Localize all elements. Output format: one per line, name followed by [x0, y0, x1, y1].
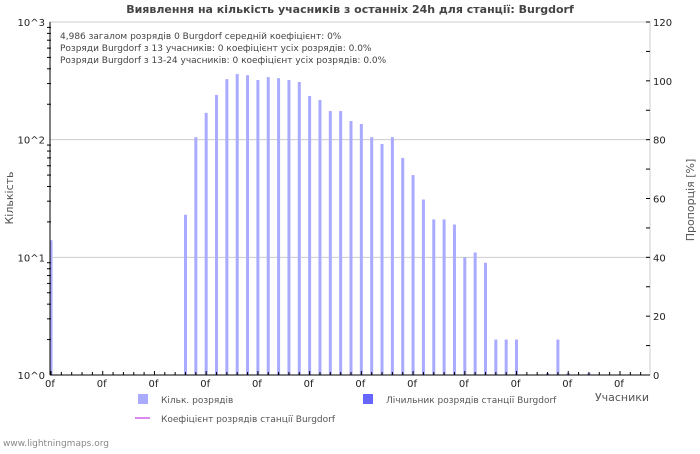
legend-label-ratio: Коефіцієнт розрядів станції Burgdorf	[161, 415, 336, 425]
x-tick-label: 0f	[252, 379, 262, 390]
info-line-2: Розряди Burgdorf з 13 учасників: 0 коефі…	[60, 44, 372, 54]
bar	[287, 80, 291, 376]
bar	[349, 121, 353, 375]
legend-swatch-station	[363, 394, 373, 404]
bar	[225, 79, 229, 375]
legend-swatch-count	[138, 394, 148, 404]
x-tick-label: 0f	[355, 379, 365, 390]
y2-tick-label: 120	[653, 18, 672, 29]
bar	[256, 80, 260, 376]
bar	[421, 199, 425, 375]
x-tick-label: 0f	[200, 379, 210, 390]
x-tick-label: 0f	[407, 379, 417, 390]
x-tick-label: 0f	[304, 379, 314, 390]
y2-tick-label: 0	[653, 371, 659, 382]
bar	[504, 339, 508, 375]
bar	[49, 240, 53, 375]
bar	[483, 262, 487, 375]
bar	[442, 219, 446, 375]
info-line-1: 4,986 загалом розрядів 0 Burgdorf середн…	[60, 32, 342, 42]
y-tick-label: 10^0	[18, 371, 45, 382]
bar	[463, 257, 467, 375]
y2-axis-label: Пропорція [%]	[684, 159, 697, 242]
y-tick-label: 10^3	[18, 18, 45, 29]
y-tick-label: 10^1	[18, 253, 45, 264]
x-tick-label: 0f	[562, 379, 572, 390]
bar	[515, 339, 519, 375]
bar	[318, 100, 322, 375]
legend-label-station: Лічильник розрядів станції Burgdorf	[386, 396, 557, 406]
y-axis-label: Кількість	[3, 171, 16, 224]
bar	[401, 157, 405, 375]
bar	[339, 111, 343, 376]
bar	[328, 111, 332, 376]
bar	[473, 252, 477, 375]
bar	[494, 339, 498, 375]
y2-tick-label: 80	[653, 136, 666, 147]
x-tick-label: 0f	[45, 379, 55, 390]
y2-tick-label: 60	[653, 195, 666, 206]
bar	[183, 214, 187, 375]
x-tick-label: 0f	[149, 379, 159, 390]
bar	[215, 94, 219, 376]
bar	[432, 219, 436, 375]
bar	[277, 78, 281, 376]
bar	[411, 175, 415, 375]
x-tick-label: 0f	[614, 379, 624, 390]
bar	[308, 96, 312, 376]
bar	[194, 137, 198, 375]
bar	[246, 75, 250, 375]
bar	[370, 137, 374, 375]
y-tick-label: 10^2	[18, 136, 45, 147]
x-axis-label: Учасники	[595, 391, 649, 404]
info-line-3: Розряди Burgdorf з 13-24 учасників: 0 ко…	[60, 56, 387, 66]
bar	[204, 112, 208, 376]
y2-tick-label: 40	[653, 253, 666, 264]
y2-tick-label: 20	[653, 312, 666, 323]
bar	[266, 77, 270, 376]
bar	[297, 82, 301, 375]
x-tick-label: 0f	[511, 379, 521, 390]
legend-label-count: Кільк. розрядів	[161, 396, 233, 406]
bar	[556, 339, 560, 375]
x-tick-label: 0f	[97, 379, 107, 390]
footer-credit: www.lightningmaps.org	[3, 439, 109, 449]
bar	[452, 224, 456, 375]
bar	[390, 137, 394, 375]
bar	[235, 74, 239, 375]
y2-tick-label: 100	[653, 77, 672, 88]
bar	[359, 123, 363, 376]
chart-title: Виявлення на кількість учасників з остан…	[126, 3, 574, 16]
bar	[380, 143, 384, 375]
x-tick-label: 0f	[459, 379, 469, 390]
